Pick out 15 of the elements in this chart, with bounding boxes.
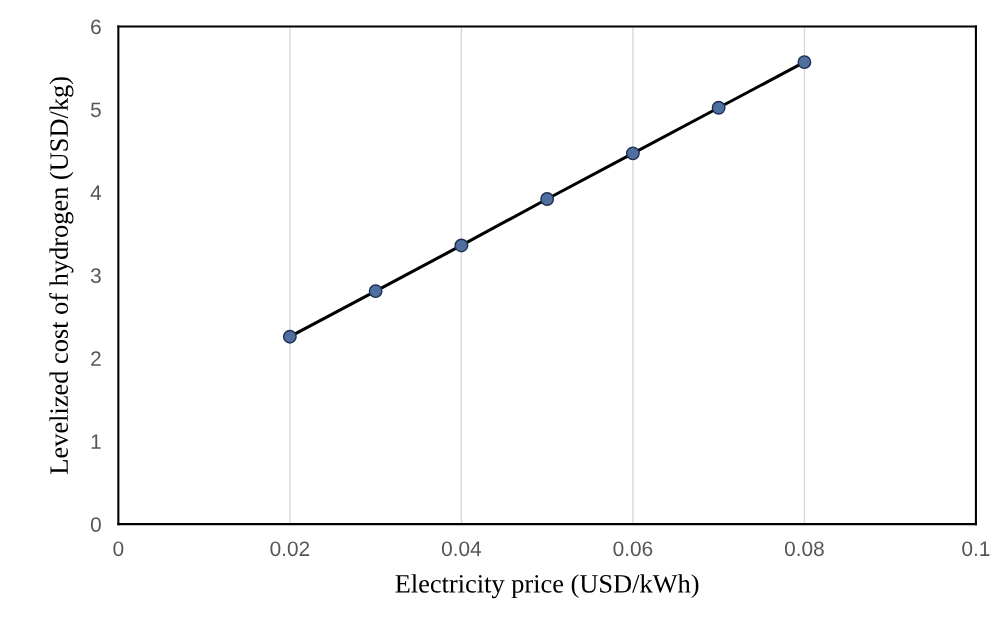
y-tick-label: 4 bbox=[90, 185, 102, 200]
y-tick-label: 6 bbox=[91, 19, 101, 35]
x-tick-label: 0.04 bbox=[441, 541, 482, 557]
x-tick-label: 0.08 bbox=[784, 541, 824, 557]
y-tick-label: 2 bbox=[91, 351, 101, 366]
x-tick-label: 0 bbox=[113, 541, 124, 557]
x-axis-title: Electricity price (USD/kWh) bbox=[395, 574, 699, 599]
y-tick-label: 5 bbox=[90, 102, 101, 118]
y-tick-label: 3 bbox=[90, 268, 101, 284]
y-axis-title: Levelized cost of hydrogen (USD/kg) bbox=[49, 77, 74, 474]
y-tick-label: 1 bbox=[91, 434, 101, 449]
y-tick-label: 0 bbox=[90, 517, 101, 532]
x-tick-label: 0.02 bbox=[270, 541, 310, 557]
x-tick-label: 0.06 bbox=[613, 541, 653, 557]
x-tick-label: 0.1 bbox=[962, 541, 990, 557]
